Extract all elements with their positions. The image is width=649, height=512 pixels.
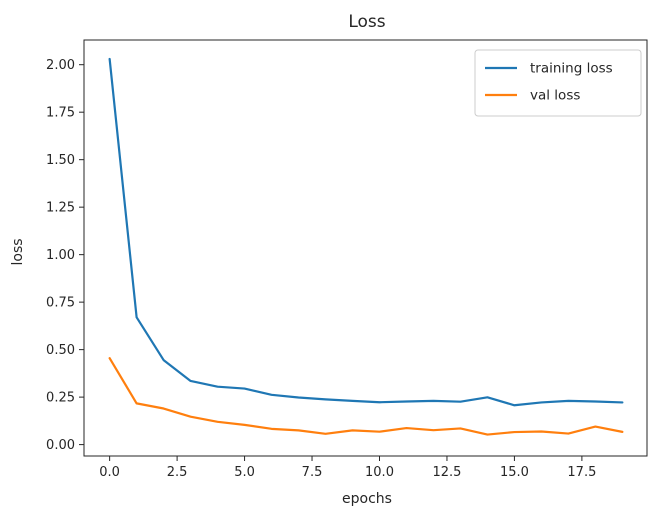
x-tick-label: 10.0	[365, 465, 394, 480]
legend-box	[474, 49, 642, 117]
series-line-val-loss	[108, 357, 624, 436]
series-line-training-loss	[108, 57, 624, 407]
x-tick-label: 2.5	[167, 465, 188, 480]
y-tick-label: 1.25	[46, 201, 75, 216]
y-tick-label: 2.00	[46, 58, 75, 73]
x-tick-label: 7.5	[302, 465, 323, 480]
x-tick-label: 17.5	[567, 465, 596, 480]
y-axis-label: loss	[10, 238, 26, 265]
x-tick-label: 12.5	[432, 465, 461, 480]
y-tick-label: 0.75	[46, 296, 75, 311]
y-tick-label: 1.00	[46, 248, 75, 263]
chart-title: Loss	[348, 12, 385, 32]
y-tick-label: 1.50	[46, 153, 75, 168]
legend: training loss val loss	[474, 49, 642, 117]
y-tick-label: 0.50	[46, 343, 75, 358]
legend-label: val loss	[530, 88, 580, 104]
x-tick-label: 15.0	[500, 465, 529, 480]
y-tick-label: 1.75	[46, 106, 75, 121]
x-tick-label: 0.0	[99, 465, 120, 480]
legend-label: training loss	[530, 61, 613, 77]
y-tick-label: 0.25	[46, 391, 75, 406]
axes-frame	[83, 39, 648, 457]
y-tick-label: 0.00	[46, 438, 75, 453]
x-tick-label: 5.0	[234, 465, 255, 480]
x-axis-label: epochs	[342, 491, 392, 507]
plot-area: 0.0 2.5 5.0 7.5 10.0 12.5 15.0 17.5 0.00 0.25 0.50…	[46, 39, 648, 480]
